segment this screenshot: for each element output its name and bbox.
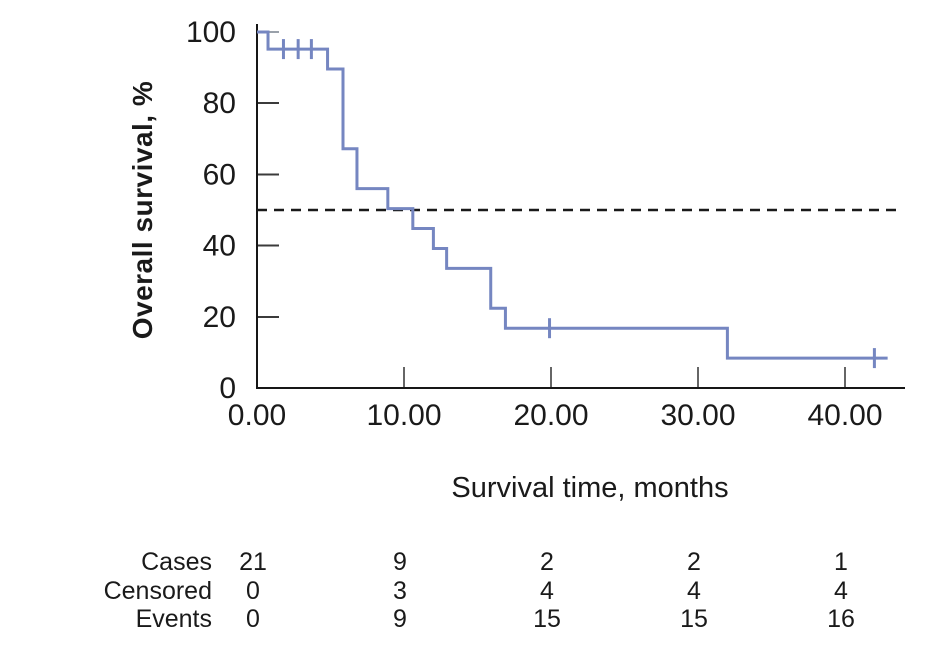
risk-row-label-censored: Censored	[103, 577, 212, 605]
y-tick-label-60: 60	[203, 158, 236, 191]
survival-curve	[257, 30, 888, 360]
risk-cell-censored-t0: 0	[246, 577, 260, 605]
y-tick-label-100: 100	[186, 16, 236, 49]
risk-cell-censored-t20: 4	[540, 577, 554, 605]
y-tick-label-80: 80	[203, 87, 236, 120]
risk-cell-events-t20: 15	[533, 605, 561, 633]
risk-cell-cases-t0: 21	[239, 548, 267, 576]
risk-cell-censored-t40: 4	[834, 577, 848, 605]
risk-cell-events-t40: 16	[827, 605, 855, 633]
y-tick-label-20: 20	[203, 301, 236, 334]
risk-cell-cases-t30: 2	[687, 548, 701, 576]
risk-row-label-events: Events	[135, 605, 212, 633]
x-tick-label-30: 30.00	[660, 399, 735, 432]
risk-cell-cases-t20: 2	[540, 548, 554, 576]
risk-cell-events-t0: 0	[246, 605, 260, 633]
x-tick-label-20: 20.00	[513, 399, 588, 432]
y-tick-label-40: 40	[203, 230, 236, 263]
risk-cell-censored-t10: 3	[393, 577, 407, 605]
risk-row-label-cases: Cases	[141, 548, 212, 576]
risk-cell-censored-t30: 4	[687, 577, 701, 605]
x-axis-title: Survival time, months	[451, 472, 729, 504]
x-tick-label-40: 40.00	[807, 399, 882, 432]
risk-cell-events-t30: 15	[680, 605, 708, 633]
y-tick-label-0: 0	[219, 372, 236, 405]
x-tick-label-10: 10.00	[366, 399, 441, 432]
risk-cell-cases-t10: 9	[393, 548, 407, 576]
x-tick-label-0: 0.00	[228, 399, 286, 432]
risk-cell-events-t10: 9	[393, 605, 407, 633]
risk-cell-cases-t40: 1	[834, 548, 848, 576]
